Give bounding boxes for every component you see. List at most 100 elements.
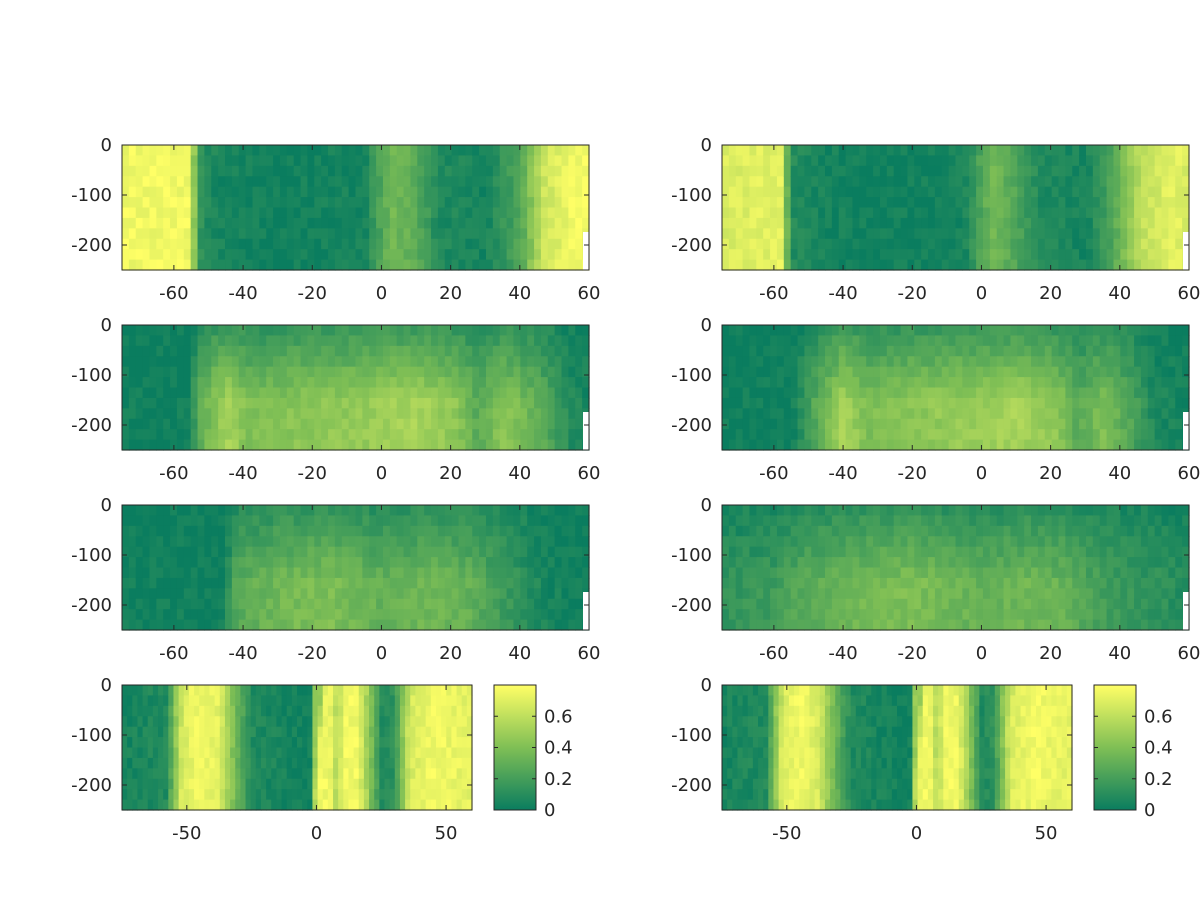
heatmap-cell <box>770 325 778 337</box>
heatmap-cell <box>1140 387 1149 399</box>
heatmap-cell <box>431 176 439 188</box>
heatmap-cell <box>328 609 336 621</box>
heatmap-cell <box>259 588 267 600</box>
heatmap-cell <box>513 598 521 610</box>
heatmap-cell <box>568 567 576 579</box>
heatmap-cell <box>866 335 874 347</box>
heatmap-cell <box>568 207 576 219</box>
heatmap-cell <box>776 439 785 451</box>
heatmap-cell <box>142 217 151 229</box>
heatmap-cell <box>472 325 480 337</box>
heatmap-cell <box>328 577 336 589</box>
heatmap-cell <box>479 619 487 631</box>
heatmap-cell <box>831 335 840 347</box>
heatmap-cell <box>1044 325 1053 337</box>
heatmap-cell <box>534 557 542 569</box>
heatmap-cell <box>431 567 439 579</box>
heatmap-cell <box>1113 345 1121 357</box>
heatmap-cell <box>735 609 744 621</box>
heatmap-cell <box>1134 207 1142 219</box>
heatmap-cell <box>355 377 363 389</box>
heatmap-cell <box>362 335 370 347</box>
heatmap-cell <box>424 619 432 631</box>
heatmap-cell <box>135 249 144 261</box>
heatmap-cell <box>355 525 363 537</box>
heatmap-cell <box>273 598 281 610</box>
heatmap-cell <box>238 325 247 337</box>
heatmap-cell <box>1051 609 1060 621</box>
heatmap-cell <box>955 238 963 250</box>
heatmap-cell <box>1140 335 1149 347</box>
heatmap-cell <box>907 186 915 198</box>
heatmap-cell <box>417 356 425 368</box>
heatmap-cell <box>362 259 370 271</box>
heatmap-cell <box>204 165 212 177</box>
heatmap-cell <box>886 546 895 558</box>
heatmap-cell <box>396 546 405 558</box>
heatmap-cell <box>183 345 192 357</box>
heatmap-cell <box>554 515 563 527</box>
heatmap-cell <box>376 207 384 219</box>
heatmap-cell <box>348 418 357 430</box>
heatmap-cell <box>1127 397 1135 409</box>
heatmap-cell <box>776 238 785 250</box>
heatmap-cell <box>382 197 391 209</box>
heatmap-cell <box>790 197 799 209</box>
heatmap-cell <box>776 145 785 157</box>
heatmap-cell <box>465 249 473 261</box>
heatmap-cell <box>1092 145 1101 157</box>
heatmap-cell <box>245 408 254 420</box>
heatmap-cell <box>1079 619 1087 631</box>
heatmap-cell <box>783 418 792 430</box>
heatmap-cell <box>238 505 247 517</box>
heatmap-cell <box>369 356 377 368</box>
heatmap-cell <box>989 366 998 378</box>
y-tick-label: -200 <box>671 235 712 256</box>
heatmap-cell <box>122 577 130 589</box>
heatmap-cell <box>122 418 130 430</box>
heatmap-cell <box>554 525 563 537</box>
heatmap-cell <box>211 176 219 188</box>
heatmap-cell <box>568 598 576 610</box>
heatmap-cell <box>749 186 757 198</box>
heatmap-cell <box>776 429 785 441</box>
heatmap-cell <box>1106 439 1115 451</box>
heatmap-cell <box>417 609 425 621</box>
heatmap-cell <box>513 176 521 188</box>
heatmap-cell <box>341 197 350 209</box>
heatmap-cell <box>845 567 854 579</box>
heatmap-cell <box>451 418 460 430</box>
heatmap-cell <box>893 165 902 177</box>
heatmap-cell <box>149 238 157 250</box>
heatmap-cell <box>914 609 922 621</box>
heatmap-cell <box>252 356 260 368</box>
heatmap-cell <box>417 588 425 600</box>
heatmap-cell <box>328 546 336 558</box>
heatmap-cell <box>852 238 860 250</box>
heatmap-cell <box>561 439 569 451</box>
heatmap-cell <box>396 588 405 600</box>
heatmap-cell <box>321 145 329 157</box>
heatmap-cell <box>1127 356 1135 368</box>
heatmap-cell <box>1099 515 1108 527</box>
heatmap-cell <box>1010 387 1018 399</box>
heatmap-cell <box>527 217 535 229</box>
heatmap-cell <box>485 356 494 368</box>
heatmap-cell <box>989 335 998 347</box>
heatmap-cell <box>948 228 957 240</box>
heatmap-cell <box>458 609 466 621</box>
heatmap-cell <box>763 609 771 621</box>
heatmap-cell <box>348 197 357 209</box>
heatmap-cell <box>783 598 792 610</box>
heatmap-cell <box>314 546 322 558</box>
heatmap-cell <box>1085 145 1094 157</box>
heatmap-cell <box>1017 155 1025 167</box>
heatmap-cell <box>403 598 412 610</box>
heatmap-cell <box>410 325 418 337</box>
heatmap-cell <box>238 259 247 271</box>
heatmap-cell <box>976 176 984 188</box>
heatmap-cell <box>465 335 473 347</box>
heatmap-cell <box>1037 325 1046 337</box>
heatmap-cell <box>1037 397 1046 409</box>
heatmap-cell <box>540 397 549 409</box>
